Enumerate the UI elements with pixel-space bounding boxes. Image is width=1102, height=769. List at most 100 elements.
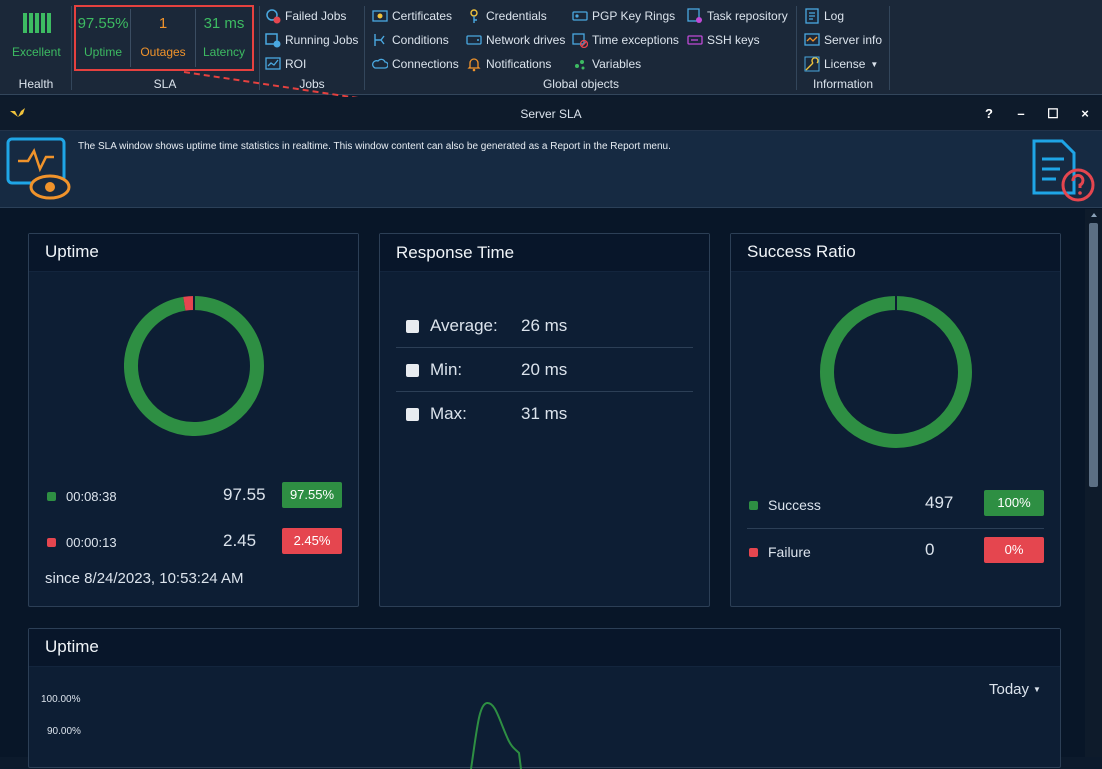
conditions-button[interactable]: Conditions [372, 31, 449, 49]
variables-button[interactable]: Variables [572, 55, 641, 73]
info-description: The SLA window shows uptime time statist… [78, 141, 671, 152]
sla-outages[interactable]: 1 Outages [131, 7, 195, 69]
min-value: 20 ms [521, 360, 568, 379]
success-ratio-title: Success Ratio [731, 234, 1060, 272]
cloud-connection-icon [372, 58, 388, 69]
failed-jobs-icon [266, 9, 281, 24]
roi-chart-icon [265, 57, 281, 70]
pgp-key-rings-button[interactable]: PGP Key Rings [572, 7, 675, 25]
ssh-key-icon [687, 35, 703, 45]
average-value: 26 ms [521, 316, 568, 335]
uptime-legend-up: 00:08:38 [47, 489, 117, 504]
max-checkbox[interactable] [406, 408, 419, 421]
sla-outages-value: 1 [158, 15, 168, 32]
certificates-button[interactable]: Certificates [372, 7, 452, 25]
close-button[interactable]: × [1081, 106, 1089, 121]
network-drives-label: Network drives [486, 33, 566, 47]
sla-latency[interactable]: 31 ms Latency [196, 7, 252, 69]
variables-label: Variables [592, 57, 642, 71]
credentials-button[interactable]: Credentials [466, 7, 547, 25]
min-checkbox[interactable] [406, 364, 419, 377]
running-jobs-button[interactable]: Running Jobs [265, 31, 358, 49]
app-logo-icon [10, 108, 25, 117]
uptime-up-badge: 97.55% [282, 482, 342, 508]
health-group: Excellent Health [0, 0, 72, 95]
report-help-icon[interactable] [1028, 137, 1098, 203]
help-button[interactable]: ? [985, 106, 993, 121]
scroll-up-arrow-icon[interactable] [1091, 213, 1097, 217]
credentials-label: Credentials [486, 9, 547, 23]
pgp-key-ring-icon [572, 11, 588, 21]
maximize-button[interactable]: ☐ [1047, 106, 1059, 121]
sla-uptime-label: Uptime [83, 45, 122, 59]
network-drive-icon [466, 35, 482, 45]
certificates-label: Certificates [392, 9, 453, 23]
minimize-button[interactable]: – [1017, 106, 1025, 121]
max-value: 31 ms [521, 404, 568, 423]
log-button[interactable]: Log [804, 7, 844, 25]
legend-swatch [749, 547, 758, 557]
info-banner: The SLA window shows uptime time statist… [0, 131, 1102, 208]
legend-swatch [47, 538, 56, 547]
donut-slice-00-00-13 [183, 296, 195, 311]
ssh-keys-button[interactable]: SSH keys [687, 31, 760, 49]
notifications-label: Notifications [486, 57, 552, 71]
global-objects-group-label: Global objects [542, 77, 620, 91]
failure-badge: 0% [984, 537, 1044, 563]
license-dropdown-button[interactable]: License ▼ [804, 55, 878, 73]
task-repository-label: Task repository [707, 9, 788, 23]
time-exceptions-button[interactable]: Time exceptions [572, 31, 679, 49]
task-repository-button[interactable]: Task repository [687, 7, 788, 25]
server-info-icon [804, 33, 820, 46]
conditions-icon [374, 34, 385, 46]
average-checkbox[interactable] [406, 320, 419, 333]
credentials-key-icon [470, 9, 478, 23]
network-drives-button[interactable]: Network drives [466, 31, 565, 49]
task-repository-icon [687, 8, 702, 23]
time-exception-calendar-icon [572, 33, 588, 48]
divider [259, 6, 260, 90]
window-titlebar: Server SLA ? – ☐ × [0, 97, 1102, 131]
donut-slice-success [820, 296, 972, 448]
connections-button[interactable]: Connections [372, 55, 459, 73]
roi-button[interactable]: ROI [265, 55, 306, 73]
health-bars-icon [23, 13, 51, 33]
sla-outages-label: Outages [140, 45, 186, 59]
server-sla-window: Server SLA ? – ☐ × The SLA window shows … [0, 97, 1102, 769]
response-time-card: Response Time Average: 26 ms Min: 20 ms … [379, 233, 710, 607]
sla-group: SLA [72, 0, 258, 95]
average-label: Average: [430, 316, 498, 335]
running-jobs-label: Running Jobs [285, 33, 359, 47]
server-info-button[interactable]: Server info [804, 31, 882, 49]
y-tick-label: 90.00% [47, 726, 81, 737]
information-group-label: Information [812, 77, 874, 91]
chevron-down-icon: ▼ [870, 59, 879, 69]
failure-count: 0 [925, 540, 935, 559]
uptime-since: since 8/24/2023, 10:53:24 AM [45, 570, 244, 587]
failure-label: Failure [768, 544, 811, 560]
uptime-up-value: 97.55 [223, 485, 266, 504]
uptime-chart-card: Uptime Today ▼ 100.00% 90.00% [28, 628, 1061, 769]
conditions-label: Conditions [392, 33, 449, 47]
scrollbar-thumb[interactable] [1089, 223, 1098, 487]
sla-monitor-eye-icon [6, 137, 71, 200]
information-group: Information [797, 0, 889, 95]
response-min-row: Min: 20 ms [396, 348, 693, 392]
sla-uptime[interactable]: 97.55% Uptime [76, 7, 130, 69]
health-status[interactable]: Excellent [12, 45, 61, 59]
response-average-row: Average: 26 ms [396, 304, 693, 348]
range-dropdown[interactable]: Today ▼ [989, 681, 1041, 698]
pgp-key-rings-label: PGP Key Rings [592, 9, 676, 23]
divider [747, 528, 1044, 529]
roi-label: ROI [285, 57, 307, 71]
failure-legend: Failure [749, 544, 811, 560]
vertical-scrollbar[interactable] [1085, 209, 1102, 757]
uptime-donut-chart [124, 296, 264, 436]
license-label: License [824, 57, 866, 71]
y-tick-label: 100.00% [41, 694, 81, 705]
sla-highlight-box: 97.55% Uptime 1 Outages 31 ms Latency [74, 5, 254, 71]
failed-jobs-button[interactable]: Failed Jobs [265, 7, 346, 25]
connections-label: Connections [392, 57, 459, 71]
notifications-button[interactable]: Notifications [466, 55, 551, 73]
success-count: 497 [925, 493, 954, 512]
